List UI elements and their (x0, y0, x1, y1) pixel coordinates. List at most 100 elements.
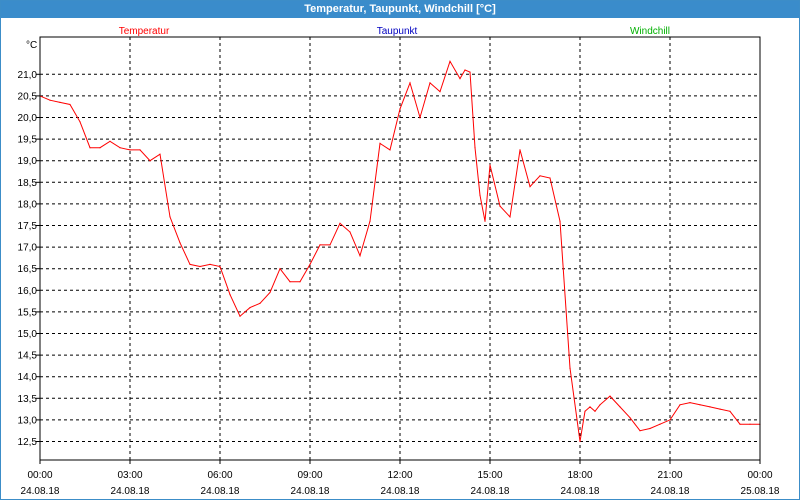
data-point (549, 177, 551, 179)
data-point (209, 263, 211, 265)
data-point (89, 147, 91, 149)
data-point (594, 410, 596, 412)
data-point (59, 101, 61, 103)
data-point (609, 395, 611, 397)
y-tick-label: 19,5 (18, 135, 38, 146)
series-line-temperatur (39, 60, 760, 442)
data-point (399, 108, 401, 110)
y-axis-label: °C (26, 40, 37, 51)
data-point (369, 220, 371, 222)
data-point (149, 160, 151, 162)
data-point (569, 367, 571, 369)
x-axis-ticks: 00:00 24.08.18 03:00 24.08.18 06:00 24.08.18 0… (21, 460, 780, 497)
data-point (474, 147, 476, 149)
data-point (279, 268, 281, 270)
data-point (519, 149, 521, 151)
x-tick-time-label: 15:00 (477, 470, 502, 481)
data-point (449, 60, 451, 62)
data-point (659, 423, 661, 425)
x-tick-date-label: 24.08.18 (291, 486, 330, 497)
data-point (249, 307, 251, 309)
legend-item-taupunkt: Taupunkt (377, 26, 418, 37)
data-point (589, 406, 591, 408)
x-tick-date-label: 24.08.18 (381, 486, 420, 497)
data-point (649, 427, 651, 430)
y-tick-label: 15,0 (18, 329, 38, 340)
x-tick-time-label: 18:00 (567, 470, 592, 481)
y-tick-label: 20,0 (18, 113, 38, 124)
data-point (49, 99, 51, 101)
y-tick-label: 20,5 (18, 91, 38, 102)
y-tick-label: 13,0 (18, 415, 38, 426)
data-point (719, 408, 721, 410)
y-tick-label: 14,0 (18, 372, 38, 383)
data-point (69, 103, 71, 106)
data-point (269, 291, 271, 294)
x-tick-date-label: 24.08.18 (471, 486, 510, 497)
y-tick-label: 13,5 (18, 394, 38, 405)
x-tick-time-label: 00:00 (747, 470, 772, 481)
data-point (489, 164, 491, 166)
y-tick-label: 16,0 (18, 286, 38, 297)
data-point (309, 263, 311, 265)
data-point (699, 404, 701, 406)
data-point (469, 71, 471, 73)
data-point (484, 220, 486, 222)
x-tick-time-label: 12:00 (387, 470, 412, 481)
y-tick-label: 18,5 (18, 178, 38, 189)
data-point (389, 149, 391, 151)
data-point (99, 147, 101, 149)
series-lines (39, 60, 760, 442)
data-point (219, 265, 221, 268)
y-tick-label: 17,0 (18, 243, 38, 254)
x-tick-time-label: 00:00 (27, 470, 52, 481)
data-point (429, 82, 431, 84)
data-point (169, 216, 171, 218)
data-point (579, 440, 581, 443)
x-tick-date-label: 25.08.18 (741, 486, 780, 497)
series-points (39, 60, 761, 443)
data-point (459, 78, 461, 80)
data-point (239, 315, 241, 317)
data-point (119, 147, 121, 149)
legend-item-temperatur: Temperatur (119, 26, 170, 37)
x-tick-date-label: 24.08.18 (21, 486, 60, 497)
y-tick-label: 15,5 (18, 307, 38, 318)
data-point (349, 231, 351, 233)
data-point (559, 220, 561, 222)
data-point (319, 244, 321, 246)
data-point (739, 423, 741, 425)
data-point (259, 302, 261, 304)
y-tick-label: 16,5 (18, 264, 38, 275)
x-tick-time-label: 03:00 (117, 470, 142, 481)
data-point (129, 149, 131, 151)
data-point (439, 91, 441, 93)
data-point (339, 222, 341, 224)
data-point (79, 121, 81, 123)
grid-lines (40, 37, 760, 460)
data-point (749, 423, 751, 425)
x-tick-date-label: 24.08.18 (111, 486, 150, 497)
legend-item-windchill: Windchill (630, 26, 670, 37)
data-point (499, 205, 501, 207)
x-tick-date-label: 24.08.18 (651, 486, 690, 497)
data-point (669, 419, 671, 421)
window-title: Temperatur, Taupunkt, Windchill [°C] (1, 1, 799, 18)
data-point (584, 410, 586, 412)
x-tick-date-label: 24.08.18 (561, 486, 600, 497)
data-point (529, 186, 531, 188)
data-point (139, 149, 141, 151)
data-point (359, 255, 361, 257)
data-point (159, 153, 161, 155)
data-point (464, 69, 466, 71)
data-point (299, 281, 301, 283)
data-point (639, 430, 641, 432)
y-tick-label: 18,0 (18, 199, 38, 210)
y-tick-label: 19,0 (18, 156, 38, 167)
data-point (109, 140, 111, 142)
data-point (689, 402, 691, 404)
x-tick-time-label: 21:00 (657, 470, 682, 481)
data-point (509, 216, 511, 218)
data-point (409, 82, 411, 84)
data-point (629, 417, 631, 419)
